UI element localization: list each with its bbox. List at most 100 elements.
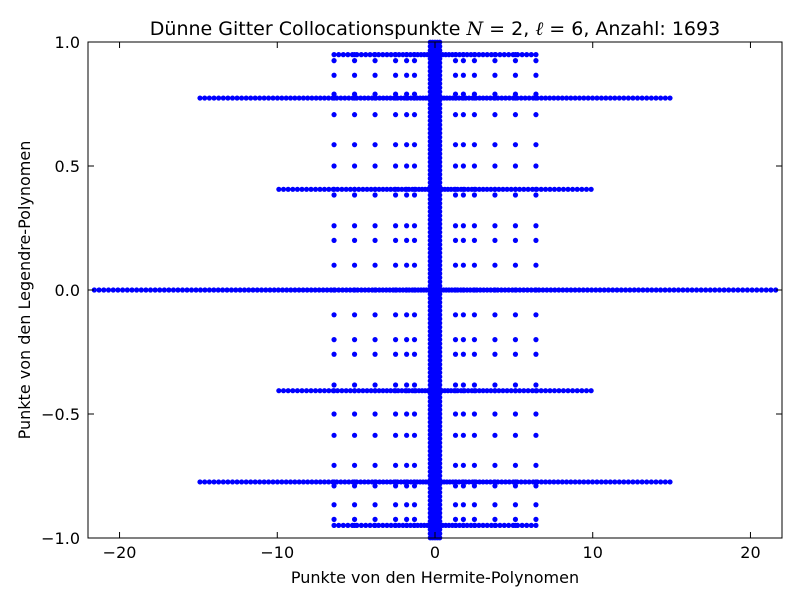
data-point — [460, 483, 466, 489]
data-point — [345, 522, 351, 528]
data-point — [564, 287, 570, 293]
data-point — [437, 332, 443, 339]
data-point — [716, 287, 723, 293]
y-tick-label: −0.5 — [41, 405, 80, 424]
data-point — [547, 388, 553, 394]
data-point — [464, 522, 470, 528]
data-point — [340, 52, 346, 58]
data-point — [456, 522, 463, 528]
data-point — [411, 192, 418, 198]
data-point — [279, 479, 285, 485]
x-tick-label: 0 — [430, 543, 440, 562]
data-point — [351, 483, 358, 489]
data-point — [361, 95, 368, 101]
data-point — [361, 479, 368, 485]
data-point — [662, 95, 668, 101]
data-point — [303, 388, 310, 394]
data-point — [492, 382, 498, 388]
data-point — [437, 452, 443, 458]
data-point — [492, 287, 498, 293]
data-point — [101, 287, 107, 293]
data-point — [437, 192, 443, 198]
data-point — [404, 382, 410, 388]
data-point — [684, 287, 691, 293]
data-point — [437, 436, 443, 442]
data-point — [372, 312, 378, 318]
data-point — [284, 287, 290, 293]
data-point — [437, 415, 443, 421]
data-point — [631, 287, 637, 293]
data-point — [471, 462, 478, 468]
data-point — [411, 522, 418, 528]
data-point — [351, 312, 358, 318]
data-point — [411, 351, 418, 357]
data-point — [437, 241, 443, 248]
data-point — [234, 479, 240, 485]
y-tick-label: 1.0 — [55, 33, 80, 52]
data-point — [576, 287, 582, 293]
data-point — [147, 287, 154, 293]
data-point — [411, 112, 418, 118]
data-point — [216, 479, 222, 485]
data-point — [392, 522, 399, 528]
data-point — [572, 95, 578, 101]
data-point — [452, 516, 459, 523]
data-point — [565, 186, 571, 192]
data-point — [437, 374, 443, 380]
data-point — [305, 479, 311, 485]
data-point — [612, 479, 618, 485]
data-point — [437, 394, 443, 400]
data-point — [206, 479, 212, 485]
data-point — [437, 411, 443, 417]
data-point — [437, 101, 443, 107]
data-point — [533, 287, 539, 293]
data-point — [480, 522, 486, 528]
data-point — [525, 186, 531, 192]
data-point — [496, 186, 502, 192]
data-point — [229, 95, 236, 101]
data-point — [476, 186, 482, 192]
data-point — [488, 186, 494, 192]
data-point — [343, 388, 349, 394]
data-point — [471, 502, 478, 508]
data-point — [292, 95, 298, 101]
data-point — [506, 95, 512, 101]
data-point — [662, 287, 668, 293]
x-tick-label: −20 — [103, 543, 137, 562]
data-point — [512, 186, 519, 192]
data-point — [499, 95, 505, 101]
data-point — [331, 112, 337, 118]
data-point — [300, 479, 307, 485]
data-point — [576, 95, 583, 101]
data-point — [358, 479, 364, 485]
data-point — [460, 351, 466, 357]
data-point — [437, 279, 443, 285]
data-point — [524, 52, 530, 58]
data-point — [570, 186, 576, 192]
data-point — [313, 479, 319, 485]
data-point — [372, 142, 378, 148]
data-point — [197, 95, 203, 101]
data-point — [342, 479, 348, 485]
data-point — [411, 52, 418, 58]
data-point — [206, 287, 212, 293]
data-point — [437, 155, 443, 161]
data-point — [437, 250, 443, 256]
data-point — [528, 522, 534, 528]
data-point — [480, 388, 486, 394]
data-point — [437, 47, 443, 54]
data-point — [460, 411, 466, 417]
data-point — [290, 388, 296, 394]
data-point — [636, 287, 642, 293]
data-point — [460, 337, 466, 343]
data-point — [407, 52, 414, 58]
data-point — [321, 479, 328, 485]
data-point — [239, 95, 245, 101]
data-point — [437, 448, 443, 454]
data-point — [512, 351, 519, 357]
data-point — [392, 516, 399, 523]
data-point — [358, 95, 364, 101]
data-point — [372, 58, 378, 64]
data-point — [653, 287, 659, 293]
data-point — [411, 287, 418, 293]
